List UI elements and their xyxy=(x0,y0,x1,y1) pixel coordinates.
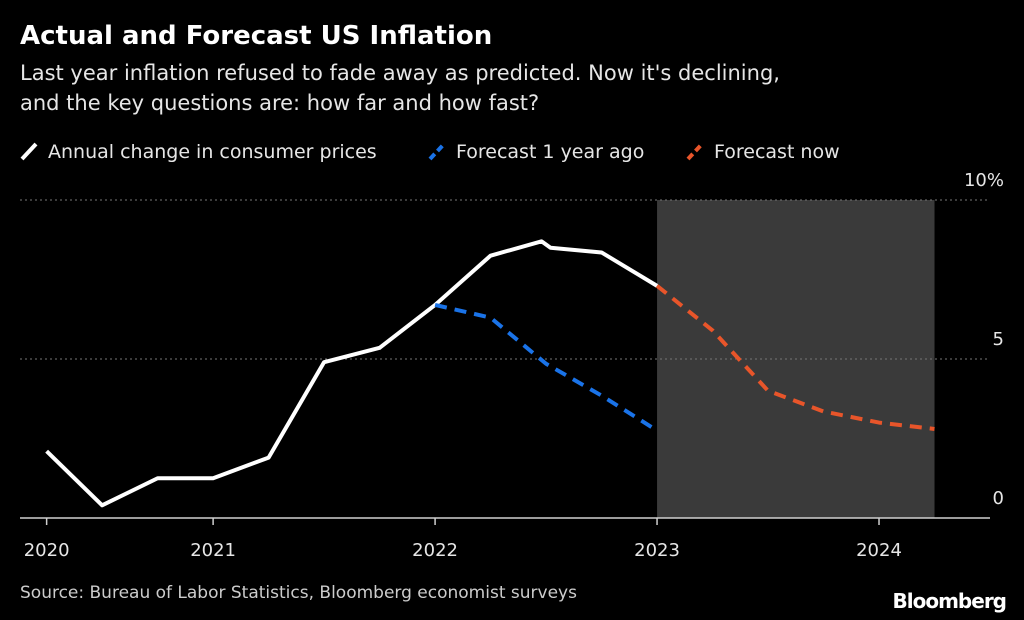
subtitle-line: and the key questions are: how far and h… xyxy=(20,91,539,115)
y-tick-label: 0 xyxy=(993,488,1004,509)
x-tick-label: 2024 xyxy=(856,540,902,561)
legend-swatch xyxy=(686,142,704,161)
brand-logo: Bloomberg xyxy=(893,589,1006,613)
source: Source: Bureau of Labor Statistics, Bloo… xyxy=(20,583,577,603)
x-tick-label: 2022 xyxy=(412,540,458,561)
legend-swatch xyxy=(428,142,446,161)
legend-label: Annual change in consumer prices xyxy=(48,141,377,163)
x-tick-label: 2020 xyxy=(24,540,70,561)
legend-label: Forecast now xyxy=(714,141,840,163)
x-tick-label: 2023 xyxy=(634,540,680,561)
chart-title: Actual and Forecast US Inflation xyxy=(20,21,492,51)
series-line xyxy=(434,302,659,433)
y-tick-label: 5 xyxy=(993,329,1004,350)
y-tick-label: 10% xyxy=(964,170,1004,191)
legend-swatch xyxy=(20,142,38,161)
x-tick-label: 2021 xyxy=(190,540,236,561)
legend-label: Forecast 1 year ago xyxy=(456,141,644,163)
subtitle-line: Last year inflation refused to fade away… xyxy=(20,61,780,85)
series-line xyxy=(655,284,935,431)
series-line xyxy=(45,239,659,508)
